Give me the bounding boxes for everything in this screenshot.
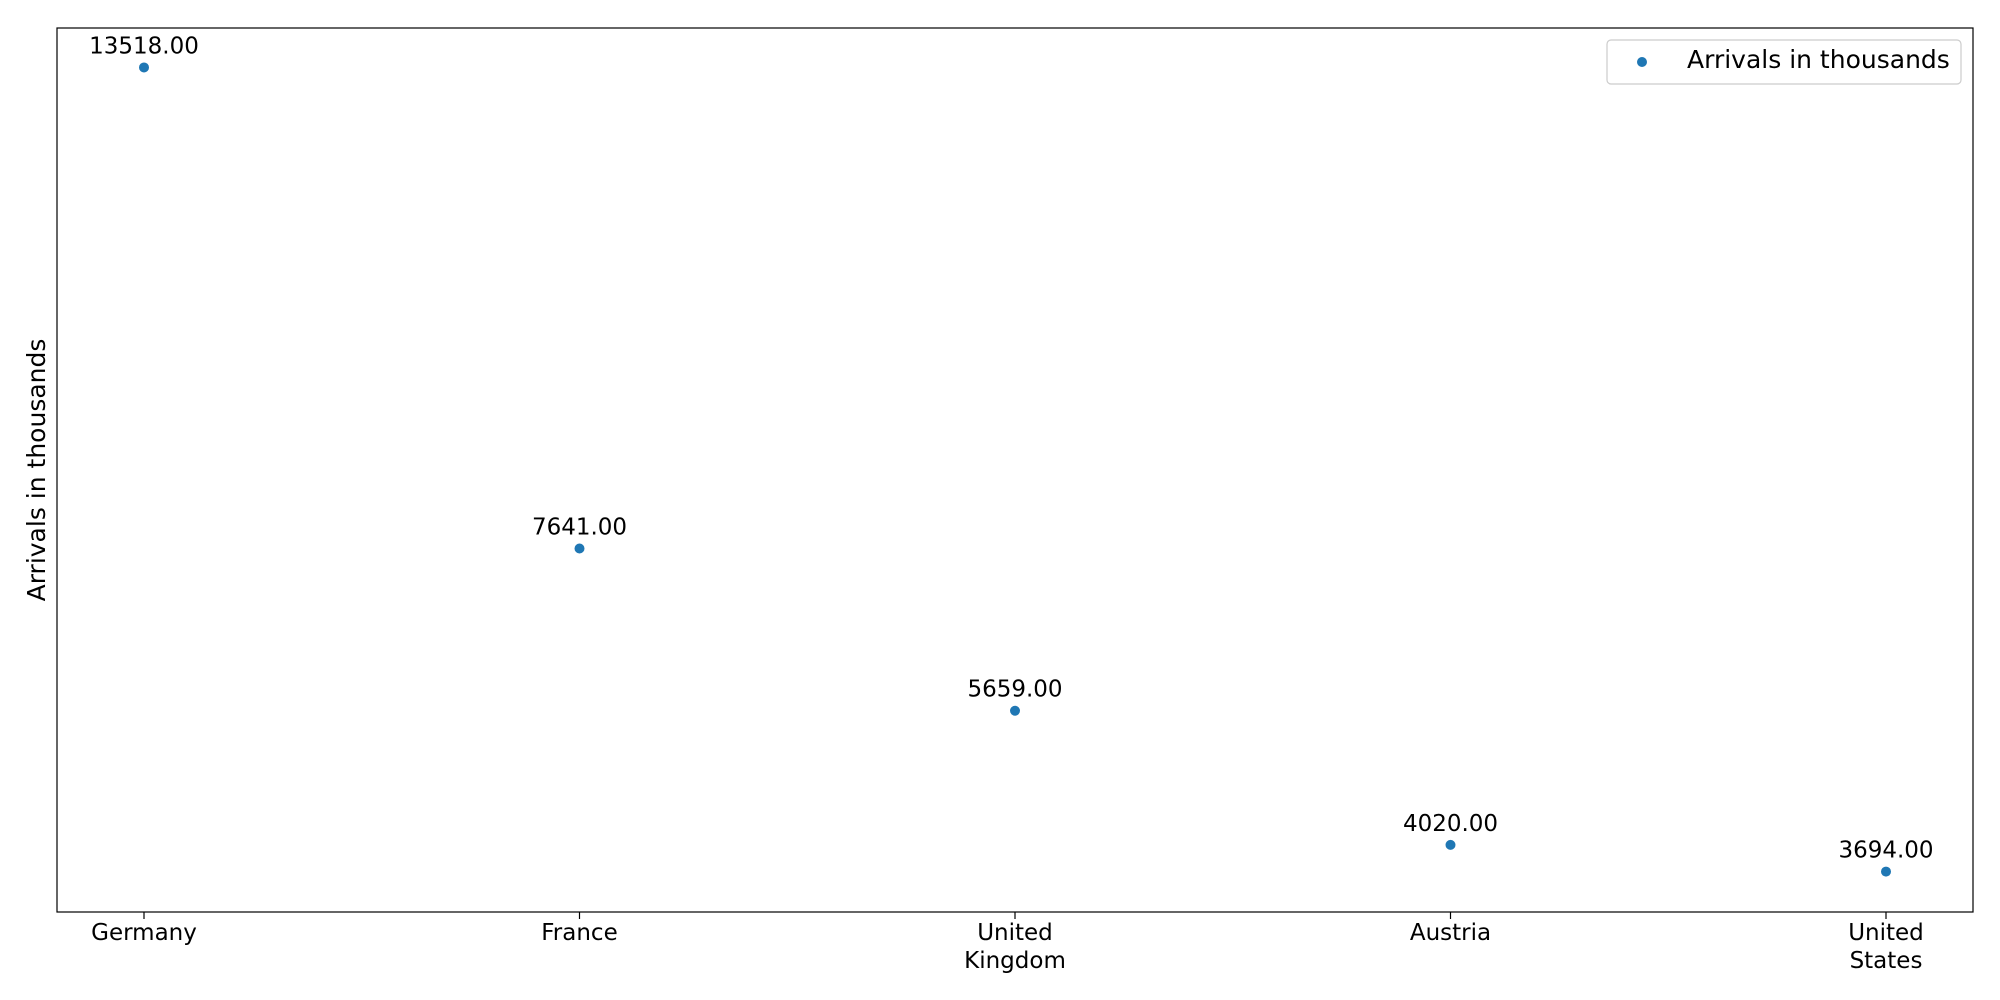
legend: Arrivals in thousands	[1606, 39, 1962, 85]
x-tick-label-line: France	[541, 920, 617, 946]
data-point	[574, 543, 585, 554]
data-point	[1010, 705, 1020, 716]
data-label: 5659.00	[967, 677, 1062, 703]
x-tick-label-line: States	[1850, 948, 1923, 974]
x-tick-label: United Kingdom	[964, 920, 1066, 974]
data-point	[1445, 839, 1456, 850]
data-point	[1881, 866, 1891, 877]
x-tick-label-line: United	[1848, 920, 1924, 946]
x-tick-label: Austria	[1410, 920, 1491, 946]
data-label: 13518.00	[89, 33, 199, 59]
x-tick-label: France	[541, 920, 617, 946]
x-tick-label-line: Austria	[1410, 920, 1491, 946]
data-label: 7641.00	[532, 514, 627, 540]
x-tick-label-line: Kingdom	[964, 948, 1066, 974]
x-tick-label-line: Germany	[91, 920, 197, 946]
data-point	[139, 62, 149, 73]
data-label: 3694.00	[1838, 838, 1933, 864]
data-points	[139, 62, 1891, 877]
legend-label: Arrivals in thousands	[1687, 45, 1950, 74]
y-axis-label: Arrivals in thousands	[22, 339, 51, 602]
data-labels: 13518.00 7641.00 5659.00 4020.00 3694.00	[89, 33, 1933, 863]
x-tick-label: Germany	[91, 920, 197, 946]
data-label: 4020.00	[1403, 811, 1498, 837]
x-tick-label-line: United	[977, 920, 1053, 946]
x-tick-label: United States	[1848, 920, 1924, 974]
legend-marker	[1637, 57, 1647, 67]
plot-area	[56, 27, 1974, 913]
legend-box	[1606, 39, 1962, 85]
